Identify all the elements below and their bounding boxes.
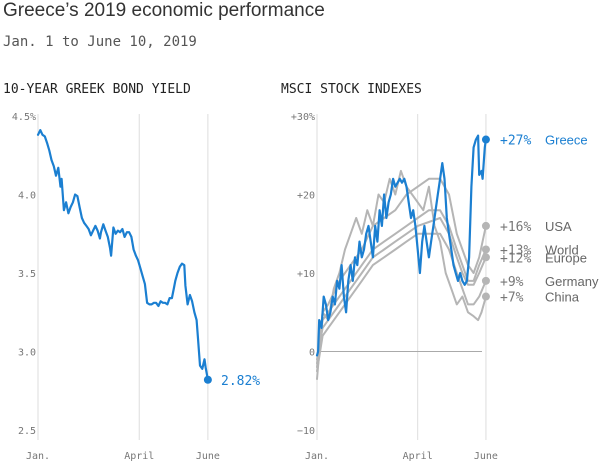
stock-index-panel-title: MSCI STOCK INDEXES (281, 82, 422, 97)
bond-y-tick-label: 4.5% (12, 112, 36, 123)
stock-series-line-germany (316, 232, 487, 373)
bond-x-tick-label: Jan. (26, 451, 50, 462)
stock-end-marker-china (481, 292, 490, 301)
bond-end-value-label-yield: 2.82% (221, 374, 260, 389)
stock-y-tick-label: +10 (297, 269, 315, 280)
bond-y-tick-label: 2.5 (18, 426, 36, 437)
stock-series-name-europe: Europe (545, 250, 587, 265)
stock-series-name-china: China (545, 290, 580, 305)
stock-end-value-label-greece: +27% (500, 134, 531, 149)
stock-end-marker-greece (481, 135, 490, 144)
bond-y-tick-label: 4.0 (18, 191, 36, 202)
stock-series-name-greece: Greece (545, 133, 588, 148)
stock-end-marker-europe (481, 253, 490, 262)
stock-series-name-usa: USA (545, 219, 572, 234)
stock-end-value-label-china: +7% (500, 291, 524, 306)
stock-y-tick-label: 0 (309, 348, 315, 359)
bond-end-marker-yield (203, 375, 212, 384)
stock-end-value-label-germany: +9% (500, 275, 524, 290)
chart-title: Greece’s 2019 economic performance (3, 0, 325, 21)
bond-x-tick-label: April (124, 451, 154, 462)
stock-end-marker-world (481, 245, 490, 254)
stock-end-value-label-europe: +12% (500, 251, 531, 266)
stock-series-name-germany: Germany (545, 274, 599, 289)
stock-series-name-world: World (545, 242, 579, 257)
stock-x-tick-label: Jan. (305, 451, 329, 462)
bond-yield-panel-title: 10-YEAR GREEK BOND YIELD (3, 82, 191, 97)
stock-x-tick-label: June (474, 451, 498, 462)
stock-end-value-label-world: +13% (500, 243, 531, 258)
bond-series-line-yield (36, 129, 209, 381)
stock-y-tick-label: −10 (297, 426, 315, 437)
stock-end-marker-usa (481, 221, 490, 230)
stock-y-tick-label: +20 (297, 191, 315, 202)
bond-x-tick-label: June (196, 451, 220, 462)
stock-end-marker-germany (481, 276, 490, 285)
stock-end-value-label-usa: +16% (500, 220, 531, 235)
chart-subtitle: Jan. 1 to June 10, 2019 (3, 34, 197, 50)
bond-y-tick-label: 3.0 (18, 348, 36, 359)
stock-x-tick-label: April (403, 451, 433, 462)
stock-y-tick-label: +30% (291, 112, 315, 123)
stock-series-line-greece (315, 134, 487, 357)
bond-y-tick-label: 3.5 (18, 269, 36, 280)
